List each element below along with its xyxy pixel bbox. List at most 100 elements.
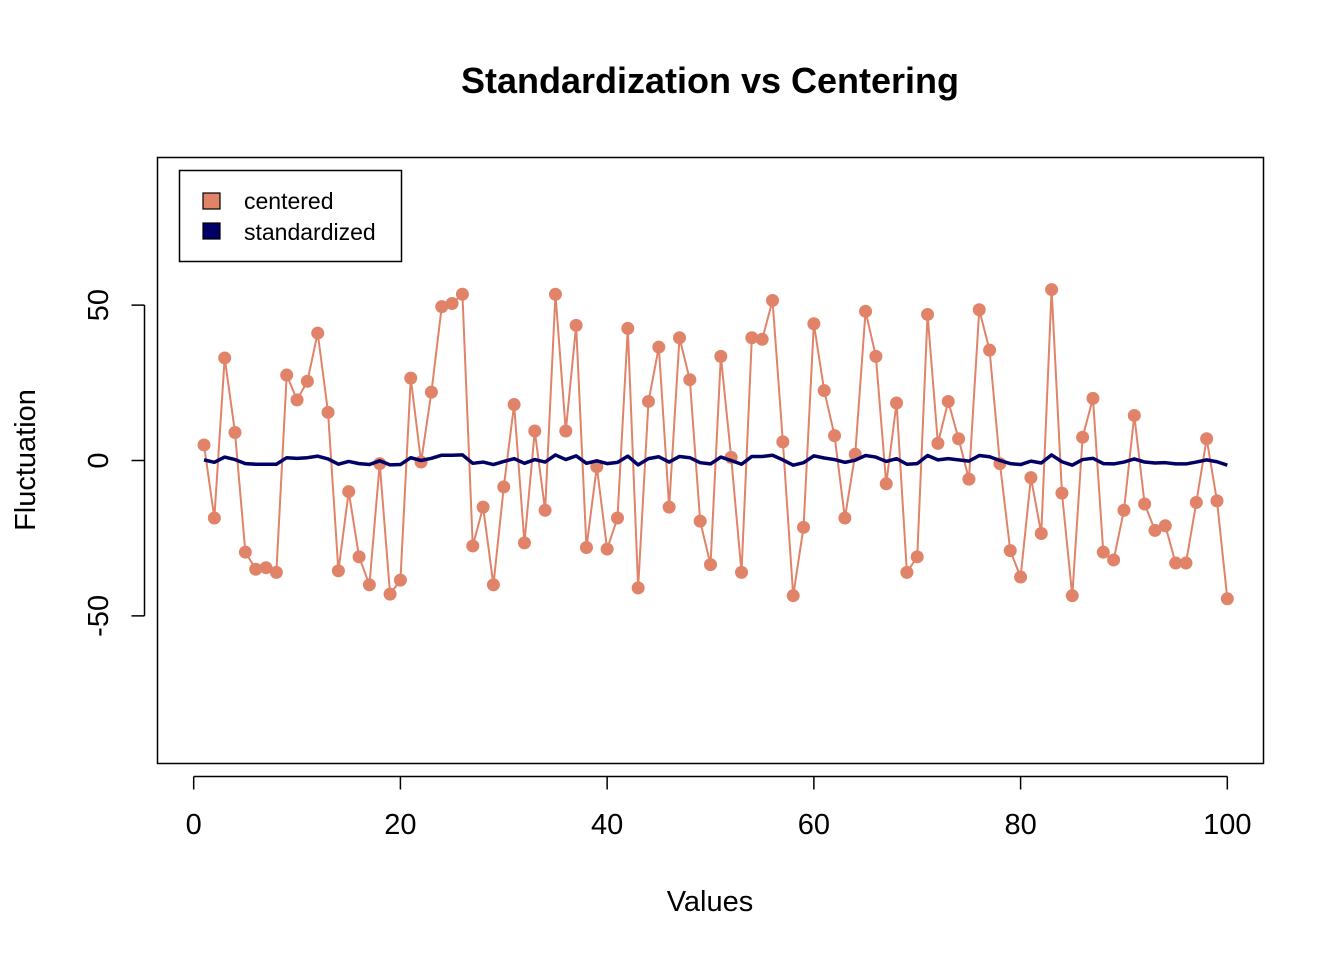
data-point-centered [1138,497,1152,511]
data-point-centered [1179,556,1193,570]
data-point-centered [1169,556,1183,570]
data-point-centered [476,500,490,514]
data-point-centered [869,349,883,363]
data-point-centered [445,297,459,311]
data-point-centered [631,581,645,595]
legend-swatch-centered [202,192,221,210]
data-point-centered [486,578,500,592]
data-point-centered [321,405,335,419]
data-point-centered [362,578,376,592]
data-point-centered [517,536,531,550]
data-point-centered [559,424,573,438]
x-tick-label: 0 [186,809,202,841]
data-point-centered [1189,495,1203,509]
data-point-centered [218,351,232,365]
series-standardized [203,453,1228,467]
data-point-centered [259,561,273,575]
data-point-centered [1003,544,1017,558]
data-point-centered [269,565,283,579]
data-point-centered [238,545,252,559]
legend: centered standardized [178,169,403,263]
data-point-centered [1045,283,1059,297]
data-point-centered [331,564,345,578]
data-point-centered [952,432,966,446]
data-point-centered [714,349,728,363]
data-point-centered [828,429,842,443]
data-point-centered [621,321,635,335]
plot-frame [156,156,1265,765]
series-layer [197,283,1234,606]
data-point-centered [672,331,686,345]
data-point-centered [766,293,780,307]
x-tick-label: 100 [1203,809,1251,841]
data-point-centered [641,394,655,408]
data-point-centered [569,318,583,332]
data-point-centered [1210,494,1224,508]
data-point-centered [280,368,294,382]
data-point-centered [1107,553,1121,567]
data-point-centered [962,472,976,486]
data-point-centered [1117,503,1131,517]
data-point-centered [228,426,242,440]
data-point-centered [1055,486,1069,500]
data-point-centered [507,398,521,412]
data-point-centered [393,573,407,587]
data-point-centered [548,287,562,301]
data-point-centered [890,396,904,410]
chart-title: Standardization vs Centering [461,60,959,101]
data-point-centered [1086,391,1100,405]
x-axis: 0 20 40 60 80 100 [186,775,1252,841]
y-tick-label: 0 [83,452,115,468]
data-point-centered [755,332,769,346]
series-line-standardized [203,453,1228,467]
data-point-centered [311,326,325,340]
data-point-centered [1034,527,1048,541]
data-point-centered [693,514,707,528]
y-tick-label: 50 [83,289,115,321]
data-point-centered [817,384,831,398]
data-point-centered [197,438,211,452]
data-point-centered [859,304,873,318]
data-point-centered [424,385,438,399]
data-point-centered [610,511,624,525]
data-point-centered [435,300,449,314]
data-point-centered [1127,408,1141,422]
data-point-centered [879,477,893,491]
data-point-centered [455,287,469,301]
data-point-centered [931,436,945,450]
data-point-centered [342,485,356,499]
data-point-centered [745,331,759,345]
data-point-centered [735,565,749,579]
data-point-centered [807,317,821,331]
data-point-centered [1158,519,1172,533]
x-axis-label: Values [667,886,754,918]
x-tick-label: 80 [1004,809,1036,841]
data-point-centered [704,558,717,572]
x-tick-label: 40 [591,809,623,841]
data-point-centered [383,587,397,601]
data-point-centered [683,373,697,387]
legend-label-centered: centered [244,188,334,214]
data-point-centered [497,480,511,494]
data-point-centered [1096,545,1110,559]
data-point-centered [776,435,790,449]
data-point-centered [1076,430,1090,444]
data-point-centered [1024,471,1038,485]
legend-swatch-standardized [202,222,221,240]
series-centered [197,283,1234,606]
data-point-centered [300,374,314,388]
data-point-centered [290,393,304,407]
data-point-centered [900,565,914,579]
data-point-centered [1148,523,1162,537]
data-point-centered [983,343,997,357]
data-point-centered [786,589,800,603]
data-point-centered [941,394,955,408]
y-axis: -50 0 50 [83,289,146,637]
data-point-centered [404,371,418,385]
data-point-centered [662,500,676,514]
x-tick-label: 60 [798,809,830,841]
data-point-centered [797,520,811,534]
data-point-centered [910,550,924,564]
data-point-centered [1014,570,1028,584]
